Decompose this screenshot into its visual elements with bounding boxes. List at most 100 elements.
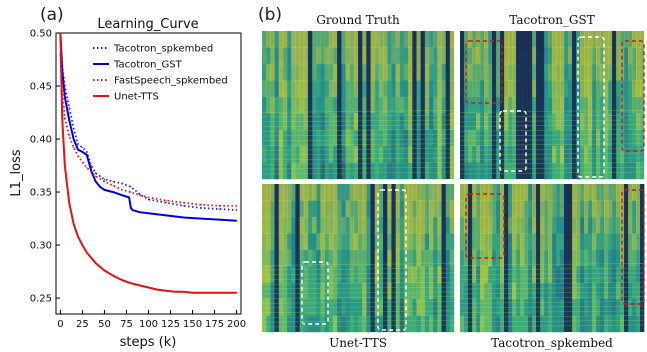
spectrogram-cell <box>552 266 557 283</box>
spectrogram-cell <box>496 299 501 316</box>
spectrogram-cell <box>568 63 573 81</box>
spectrogram-cell <box>424 315 430 333</box>
spectrogram-cell <box>596 282 601 300</box>
spectrogram-cell <box>560 80 565 98</box>
spectrogram-cell <box>424 80 430 98</box>
spectrogram-cell <box>395 113 401 130</box>
spectrogram-cell <box>399 47 405 65</box>
spectrogram-column <box>612 31 617 179</box>
spectrogram-cell <box>588 63 593 81</box>
spectrogram-cell <box>441 63 447 81</box>
spectrogram-cell <box>333 216 338 234</box>
spectrogram-cell <box>387 282 392 300</box>
spectrogram-cell <box>540 200 545 218</box>
spectrogram-cell <box>472 233 477 251</box>
spectrogram-cell <box>378 282 384 300</box>
spectrogram-cell <box>600 315 605 333</box>
spectrogram-cell <box>460 216 465 234</box>
spectrogram-cell <box>592 31 597 48</box>
spectrogram-cell <box>399 216 405 234</box>
spectrogram-cell <box>299 216 305 234</box>
spectrogram-cell <box>508 233 513 251</box>
spectrogram-cell <box>345 129 351 147</box>
spectrogram-cell <box>433 184 438 201</box>
spectrogram-cell <box>504 129 509 147</box>
spectrogram-cell <box>524 282 529 300</box>
spectrogram-column <box>540 31 545 179</box>
spectrogram-cell <box>564 96 569 114</box>
spectrogram-cell <box>548 47 553 65</box>
spectrogram-cell <box>468 63 473 81</box>
spectrogram-cell <box>278 299 284 316</box>
spectrogram-cell <box>640 113 645 130</box>
spectrogram-cell <box>349 129 355 147</box>
harmonic-line <box>261 119 455 123</box>
spectrogram-cell <box>433 282 438 300</box>
spectrogram-cell <box>484 47 489 65</box>
spectrogram-cell <box>508 162 513 180</box>
spectrogram-cell <box>303 200 309 218</box>
data-point <box>183 216 185 219</box>
spectrogram-cell <box>262 96 267 114</box>
spectrogram-cell <box>437 63 442 81</box>
harmonic-line <box>261 157 455 161</box>
harmonic-line <box>261 110 455 113</box>
spectrogram-cell <box>341 184 346 201</box>
spectrogram-cell <box>608 96 613 114</box>
data-point <box>121 194 123 196</box>
spectrogram-cell <box>282 129 288 147</box>
spectrogram-cell <box>564 162 569 180</box>
spectrogram-cell <box>441 31 447 48</box>
spectrogram-cell <box>399 282 405 300</box>
spectrogram-cell <box>383 129 388 147</box>
spectrogram-cell <box>362 282 367 300</box>
spectrogram-cell <box>416 96 421 114</box>
spectrogram-cell <box>403 162 409 180</box>
spectrogram-cell <box>383 47 388 65</box>
spectrogram-cell <box>616 162 621 180</box>
spectrogram-cell <box>374 282 380 300</box>
spectrogram-cell <box>608 233 613 251</box>
spectrogram-cell <box>278 200 284 218</box>
spectrogram-cell <box>374 315 380 333</box>
spectrogram-cell <box>616 96 621 114</box>
spectrogram-cell <box>370 162 376 180</box>
harmonic-line <box>459 133 645 137</box>
spectrogram-cell <box>387 200 392 218</box>
spectrogram-cell <box>333 47 338 65</box>
spectrogram-cell <box>524 216 529 234</box>
spectrogram-cell <box>262 31 267 48</box>
spectrogram-cell <box>628 282 633 300</box>
spectrogram-cell <box>520 200 525 218</box>
spectrogram-cell <box>429 96 434 114</box>
data-point <box>236 220 238 222</box>
spectrogram-cell <box>624 146 629 163</box>
spectrogram-cell <box>324 249 330 267</box>
data-point <box>200 204 202 206</box>
data-point <box>191 292 194 294</box>
data-point <box>139 193 141 195</box>
spectrogram-cell <box>287 233 292 251</box>
spectrogram-cell <box>532 184 537 201</box>
spectrogram-cell <box>403 282 409 300</box>
spectrogram-cell <box>512 113 517 130</box>
spectrogram-cell <box>640 162 645 180</box>
spectrogram-cell <box>353 184 359 201</box>
spectrogram-cell <box>437 80 442 98</box>
spectrogram-cell <box>472 162 477 180</box>
spectrogram-cell <box>366 266 371 283</box>
spectrogram-cell <box>345 113 351 130</box>
x-tick-label: 25 <box>76 319 89 330</box>
spectrogram-cell <box>580 129 585 147</box>
spectrogram-cell <box>437 233 442 251</box>
spectrogram-cell <box>628 184 633 201</box>
spectrogram-cell <box>437 129 442 147</box>
data-point <box>90 164 92 167</box>
spectrogram-cell <box>287 113 292 130</box>
spectrogram-column <box>366 31 371 179</box>
spectrogram-cell <box>391 113 396 130</box>
spectrogram-cell <box>508 184 513 201</box>
spectrogram-cell <box>460 282 465 300</box>
spectrogram-cell <box>600 200 605 218</box>
